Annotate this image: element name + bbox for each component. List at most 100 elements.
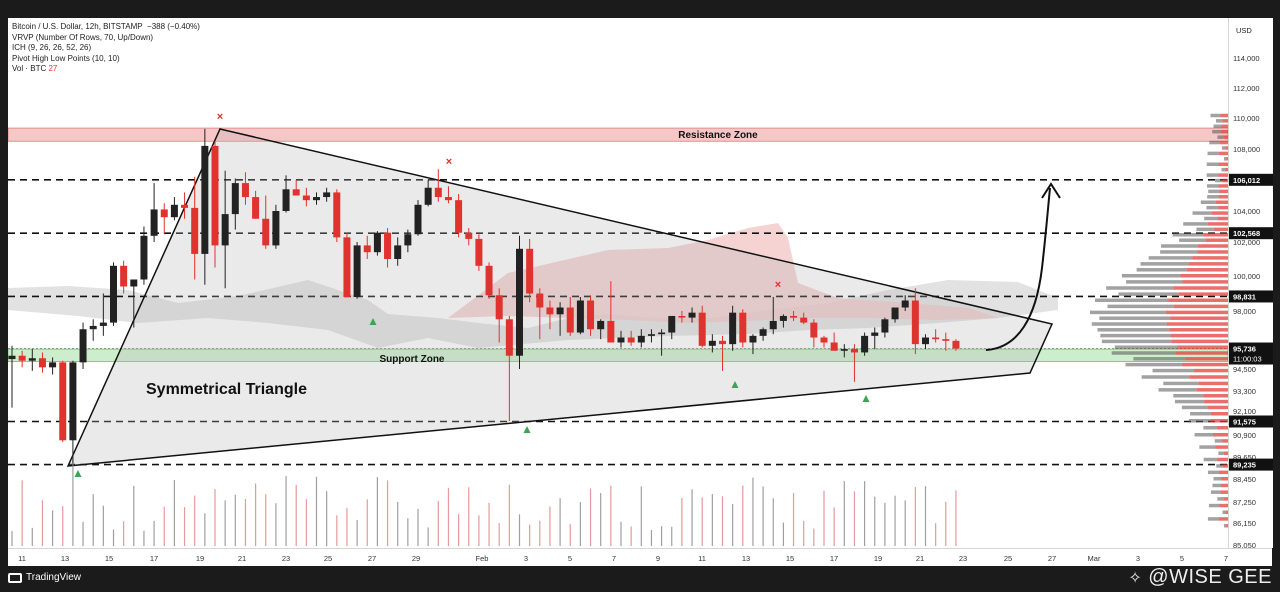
- volume-profile-bar: [1217, 457, 1228, 462]
- time-tick-label: 17: [150, 554, 158, 563]
- candle-body: [932, 337, 940, 340]
- price-chart-svg[interactable]: × × × Resistance Zone Support Zone Symmetrica…: [7, 18, 1229, 548]
- volume-profile-bar: [1099, 316, 1171, 320]
- candle-body: [272, 211, 280, 246]
- time-axis[interactable]: 11 13 15 17 19 21 23 25 27 29 Feb 3 5 7 9 11 13 15 17 19 21 2…: [8, 548, 1272, 567]
- candle-body: [871, 332, 879, 336]
- volume-profile-bar: [1179, 238, 1207, 242]
- volume-profile-bar: [1225, 146, 1228, 150]
- volume-profile-bar: [1197, 250, 1228, 254]
- volume-profile-bar: [1196, 388, 1228, 392]
- volume-profile-bar: [1183, 222, 1208, 226]
- candle-body: [708, 340, 716, 346]
- pivot-high-marker-icon: ×: [217, 111, 223, 123]
- volume-profile-bar: [1208, 503, 1220, 508]
- volume-profile-bar: [1133, 357, 1186, 361]
- candle-body: [130, 279, 138, 287]
- volume-profile-bar: [1175, 351, 1228, 355]
- level-price-tag-label: 106,012: [1233, 176, 1260, 185]
- candle-body: [69, 362, 77, 441]
- candle-body: [343, 237, 351, 297]
- candle-body: [241, 183, 249, 198]
- volume-profile-bar: [1221, 483, 1228, 488]
- candle-body: [536, 293, 544, 308]
- volume-profile-bar: [1220, 129, 1228, 134]
- candle-body: [313, 197, 320, 201]
- time-tick-label: 13: [61, 554, 69, 563]
- time-tick-label: 23: [959, 554, 967, 563]
- volume-profile-bar: [1206, 205, 1219, 210]
- pivot-high-marker-icon: ×: [446, 156, 452, 168]
- candle-body: [333, 192, 341, 238]
- candle-body: [668, 315, 676, 333]
- candle-body: [394, 245, 402, 259]
- candle-body: [181, 204, 189, 208]
- volume-profile-bar: [1212, 211, 1228, 215]
- legend-volume-row[interactable]: Vol · BTC 27: [12, 64, 200, 75]
- legend-vrvp[interactable]: VRVP (Number Of Rows, 70, Up/Down): [12, 32, 154, 42]
- level-price-tag: [1229, 173, 1273, 186]
- price-tick-label: 87,250: [1233, 498, 1256, 507]
- candle-body: [850, 349, 858, 353]
- watermark: ✧ @WISE GEE: [1128, 566, 1272, 589]
- volume-profile-bar: [1212, 129, 1221, 134]
- candle-body: [861, 335, 869, 353]
- volume-profile-bar: [1140, 262, 1189, 266]
- volume-profile-bar: [1221, 146, 1226, 150]
- volume-profile-bar: [1111, 351, 1176, 355]
- volume-profile-bar: [1218, 205, 1228, 210]
- level-price-tag-label: 89,235: [1233, 461, 1256, 470]
- tradingview-brand[interactable]: TradingView: [8, 572, 81, 583]
- candle-body: [617, 337, 625, 343]
- volume-profile-bar: [1206, 173, 1219, 177]
- volume-profile-bar: [1203, 233, 1228, 237]
- price-tick-label: 110,000: [1233, 114, 1260, 123]
- price-tick-label: 85,050: [1233, 541, 1256, 548]
- volume-profile-bar: [1221, 477, 1228, 481]
- volume-profile-bar: [1177, 345, 1228, 349]
- volume-profile-bar: [1163, 381, 1199, 386]
- volume-profile-bar: [1160, 250, 1198, 254]
- volume-profile-bar: [1203, 457, 1218, 462]
- volume-profile-bar: [1210, 113, 1221, 118]
- candle-body: [516, 248, 523, 356]
- candle-body: [59, 362, 67, 441]
- legend-volume-value: 27: [48, 64, 58, 73]
- price-tick-label: 98,000: [1233, 307, 1256, 316]
- price-tick-label: 86,150: [1233, 519, 1256, 528]
- volume-profile-bar: [1215, 200, 1228, 204]
- price-tick-label: 90,900: [1233, 431, 1256, 440]
- time-tick-label: 13: [742, 554, 750, 563]
- candle-body: [38, 358, 46, 368]
- candle-body: [495, 295, 503, 320]
- volume-profile-bar: [1226, 157, 1228, 161]
- legend-symbol-row[interactable]: Bitcoin / U.S. Dollar, 12h, BITSTAMP −38…: [12, 22, 200, 33]
- candle-body: [79, 329, 87, 363]
- price-axis[interactable]: USD 114,000 112,000 110,000 108,000 104,000 10…: [1228, 18, 1273, 550]
- legend-pivots[interactable]: Pivot High Low Points (10, 10): [12, 53, 120, 63]
- candle-body: [901, 300, 909, 308]
- volume-profile-bar: [1207, 405, 1228, 410]
- candle-body: [922, 337, 929, 345]
- watermark-logo-icon: ✧: [1128, 569, 1143, 587]
- chart-legend: Bitcoin / U.S. Dollar, 12h, BITSTAMP −38…: [12, 22, 200, 75]
- volume-profile-bar: [1217, 497, 1224, 501]
- volume-profile-bar: [1218, 451, 1224, 455]
- candle-body: [404, 234, 412, 246]
- price-tick-label: 89,650: [1233, 453, 1256, 462]
- volume-profile-bar: [1219, 189, 1228, 194]
- volume-profile-bar: [1222, 510, 1226, 514]
- volume-profile-bar: [1192, 211, 1213, 215]
- time-tick-label: Mar: [1088, 554, 1101, 563]
- volume-profile-bar: [1223, 135, 1228, 139]
- time-tick-label: 25: [324, 554, 332, 563]
- volume-profile-bar: [1166, 322, 1228, 326]
- time-tick-label: 27: [1048, 554, 1056, 563]
- volume-profile-bar: [1091, 322, 1167, 326]
- tradingview-brand-label: TradingView: [26, 572, 82, 583]
- legend-ichimoku[interactable]: ICH (9, 26, 26, 52, 26): [12, 43, 92, 52]
- volume-profile-bar: [1203, 394, 1228, 398]
- candle-body: [49, 362, 57, 368]
- chart-pane[interactable]: × × × Resistance Zone Support Zone Symmetrica…: [7, 18, 1229, 548]
- candle-body: [688, 312, 696, 318]
